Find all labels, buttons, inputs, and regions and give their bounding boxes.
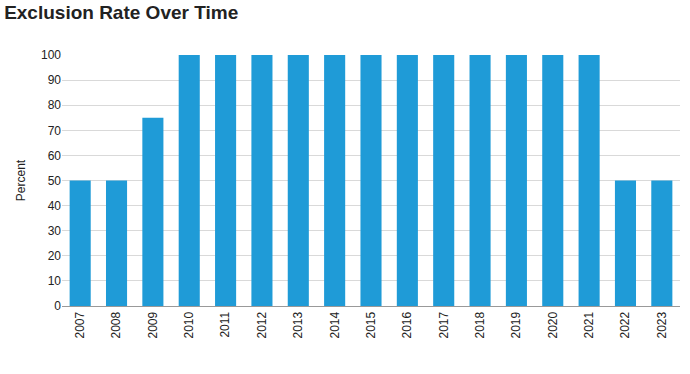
svg-text:60: 60 (48, 149, 62, 163)
svg-text:2020: 2020 (546, 311, 560, 338)
svg-text:2015: 2015 (364, 311, 378, 338)
svg-text:70: 70 (48, 124, 62, 138)
svg-text:2012: 2012 (255, 311, 269, 338)
svg-text:2007: 2007 (73, 311, 87, 338)
svg-text:2016: 2016 (400, 311, 414, 338)
svg-text:90: 90 (48, 73, 62, 87)
svg-text:2021: 2021 (582, 311, 596, 338)
svg-text:0: 0 (54, 299, 61, 313)
svg-text:50: 50 (48, 174, 62, 188)
svg-text:2011: 2011 (218, 311, 232, 337)
svg-text:20: 20 (48, 249, 62, 263)
svg-text:100: 100 (41, 48, 61, 62)
svg-text:Exclusion Rate Over Time: Exclusion Rate Over Time (4, 2, 238, 23)
svg-text:Percent: Percent (14, 159, 28, 201)
svg-text:2009: 2009 (146, 311, 160, 338)
svg-text:30: 30 (48, 224, 62, 238)
svg-text:80: 80 (48, 98, 62, 112)
svg-text:2022: 2022 (618, 311, 632, 338)
svg-text:2010: 2010 (182, 311, 196, 338)
svg-text:2008: 2008 (109, 311, 123, 338)
svg-text:2013: 2013 (291, 311, 305, 338)
svg-text:10: 10 (48, 274, 62, 288)
svg-text:40: 40 (48, 199, 62, 213)
svg-text:2017: 2017 (437, 311, 451, 338)
svg-text:2014: 2014 (328, 311, 342, 338)
svg-text:2018: 2018 (473, 311, 487, 338)
svg-text:2023: 2023 (655, 311, 669, 338)
svg-text:2019: 2019 (509, 311, 523, 338)
